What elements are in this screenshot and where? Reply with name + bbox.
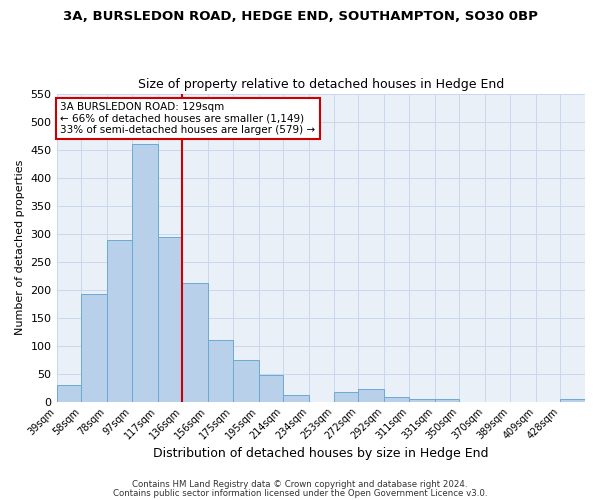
Y-axis label: Number of detached properties: Number of detached properties (15, 160, 25, 336)
Bar (131, 144, 158, 402)
Bar (208, 340, 233, 402)
Bar (158, 238, 182, 402)
Text: 3A, BURSLEDON ROAD, HEDGE END, SOUTHAMPTON, SO30 0BP: 3A, BURSLEDON ROAD, HEDGE END, SOUTHAMPT… (62, 10, 538, 23)
Bar (81, 294, 107, 402)
Bar (259, 376, 283, 402)
Bar (283, 395, 309, 402)
Bar (107, 240, 131, 402)
Bar (435, 400, 460, 402)
Text: Contains HM Land Registry data © Crown copyright and database right 2024.: Contains HM Land Registry data © Crown c… (132, 480, 468, 489)
Title: Size of property relative to detached houses in Hedge End: Size of property relative to detached ho… (137, 78, 504, 91)
Bar (384, 397, 409, 402)
Text: Contains public sector information licensed under the Open Government Licence v3: Contains public sector information licen… (113, 489, 487, 498)
Bar (182, 283, 208, 402)
Text: 3A BURSLEDON ROAD: 129sqm
← 66% of detached houses are smaller (1,149)
33% of se: 3A BURSLEDON ROAD: 129sqm ← 66% of detac… (61, 102, 316, 135)
Bar (334, 392, 358, 402)
X-axis label: Distribution of detached houses by size in Hedge End: Distribution of detached houses by size … (153, 447, 488, 460)
Bar (56, 385, 81, 402)
Bar (560, 399, 585, 402)
Bar (358, 390, 384, 402)
Bar (233, 360, 259, 402)
Bar (409, 399, 435, 402)
